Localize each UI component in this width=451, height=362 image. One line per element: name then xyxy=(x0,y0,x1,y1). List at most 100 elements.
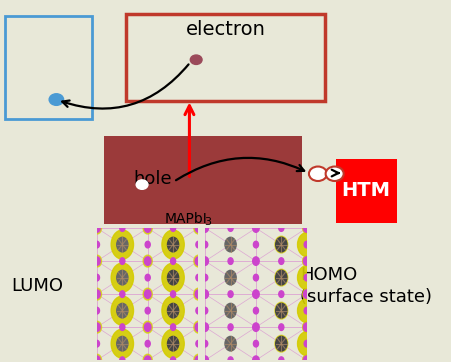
Circle shape xyxy=(117,336,128,351)
FancyBboxPatch shape xyxy=(104,136,302,224)
Circle shape xyxy=(94,241,100,248)
Circle shape xyxy=(202,241,208,248)
Circle shape xyxy=(194,288,203,300)
Circle shape xyxy=(303,355,311,362)
Circle shape xyxy=(253,307,258,314)
Circle shape xyxy=(120,291,125,298)
Circle shape xyxy=(111,296,133,325)
Circle shape xyxy=(304,323,310,331)
Text: electron: electron xyxy=(185,20,266,39)
Circle shape xyxy=(253,241,258,248)
Circle shape xyxy=(144,257,151,265)
Circle shape xyxy=(279,357,284,362)
Circle shape xyxy=(190,55,202,64)
Circle shape xyxy=(117,237,128,252)
Circle shape xyxy=(326,167,344,181)
Circle shape xyxy=(143,222,152,234)
Circle shape xyxy=(145,274,150,281)
Circle shape xyxy=(196,307,201,314)
Circle shape xyxy=(279,258,284,264)
Circle shape xyxy=(228,225,233,231)
Circle shape xyxy=(225,303,236,318)
Circle shape xyxy=(120,225,125,231)
Circle shape xyxy=(304,290,310,298)
Circle shape xyxy=(195,356,202,362)
Text: HTM: HTM xyxy=(342,181,391,199)
Circle shape xyxy=(253,274,258,281)
Circle shape xyxy=(202,356,208,362)
Circle shape xyxy=(303,223,311,233)
Circle shape xyxy=(144,323,151,331)
Circle shape xyxy=(162,329,184,358)
Circle shape xyxy=(298,332,316,355)
Circle shape xyxy=(202,290,208,298)
Circle shape xyxy=(92,321,101,333)
Circle shape xyxy=(304,257,310,265)
Circle shape xyxy=(303,289,311,299)
Circle shape xyxy=(275,335,288,352)
Circle shape xyxy=(304,224,310,232)
Circle shape xyxy=(167,237,179,252)
Circle shape xyxy=(276,270,287,285)
Circle shape xyxy=(202,257,208,265)
Circle shape xyxy=(94,224,100,232)
Circle shape xyxy=(195,224,202,232)
Circle shape xyxy=(195,323,202,331)
Circle shape xyxy=(196,340,201,347)
Circle shape xyxy=(225,336,236,351)
Circle shape xyxy=(143,321,152,333)
Circle shape xyxy=(276,303,287,318)
Text: hole: hole xyxy=(133,170,172,188)
Circle shape xyxy=(170,258,175,264)
Circle shape xyxy=(202,307,208,314)
Circle shape xyxy=(304,340,309,347)
Circle shape xyxy=(275,236,288,253)
Circle shape xyxy=(253,323,259,331)
Circle shape xyxy=(49,94,64,105)
Circle shape xyxy=(253,340,258,347)
Circle shape xyxy=(143,255,152,267)
FancyBboxPatch shape xyxy=(5,16,92,119)
Circle shape xyxy=(304,274,309,281)
Circle shape xyxy=(279,225,284,231)
Circle shape xyxy=(276,336,287,351)
Circle shape xyxy=(276,237,287,252)
Circle shape xyxy=(202,224,208,232)
Circle shape xyxy=(170,357,175,362)
Circle shape xyxy=(144,356,151,362)
Circle shape xyxy=(279,291,284,298)
Circle shape xyxy=(279,324,284,331)
Circle shape xyxy=(120,357,125,362)
Circle shape xyxy=(228,357,233,362)
Circle shape xyxy=(194,255,203,267)
Circle shape xyxy=(92,354,101,362)
Circle shape xyxy=(196,241,201,248)
Text: HOMO
(surface state): HOMO (surface state) xyxy=(300,266,432,306)
Circle shape xyxy=(170,225,175,231)
Circle shape xyxy=(144,290,151,298)
Circle shape xyxy=(92,255,101,267)
Circle shape xyxy=(228,324,233,331)
Circle shape xyxy=(162,263,184,292)
Circle shape xyxy=(225,237,236,252)
Circle shape xyxy=(145,307,150,314)
Circle shape xyxy=(228,258,233,264)
Circle shape xyxy=(253,290,259,298)
Circle shape xyxy=(120,258,125,264)
Circle shape xyxy=(194,321,203,333)
Circle shape xyxy=(120,324,125,331)
Circle shape xyxy=(162,296,184,325)
Circle shape xyxy=(143,354,152,362)
Circle shape xyxy=(94,307,100,314)
Circle shape xyxy=(304,356,310,362)
Circle shape xyxy=(94,323,100,331)
Circle shape xyxy=(298,299,316,323)
Circle shape xyxy=(111,230,133,259)
Circle shape xyxy=(225,270,236,285)
Circle shape xyxy=(253,224,259,232)
Circle shape xyxy=(303,322,311,332)
Circle shape xyxy=(94,257,100,265)
FancyBboxPatch shape xyxy=(336,159,397,223)
Circle shape xyxy=(195,290,202,298)
Circle shape xyxy=(303,256,311,266)
